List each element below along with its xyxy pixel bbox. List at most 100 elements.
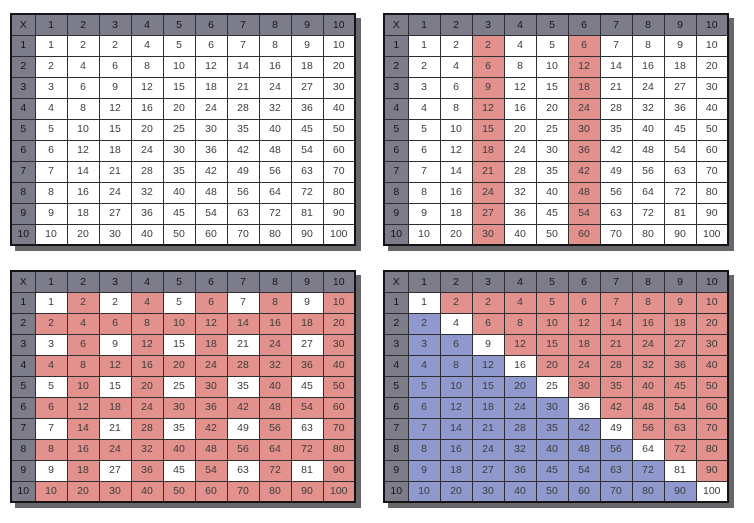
product-cell: 30 <box>98 480 132 503</box>
product-cell: 54 <box>194 459 228 482</box>
product-cell: 32 <box>631 97 665 120</box>
column-header: 4 <box>503 270 537 293</box>
product-cell: 24 <box>631 333 665 356</box>
product-cell: 35 <box>535 417 569 440</box>
product-cell: 63 <box>599 202 633 225</box>
product-cell: 56 <box>258 160 292 183</box>
product-cell: 64 <box>631 438 665 461</box>
product-cell: 30 <box>535 139 569 162</box>
product-cell: 24 <box>471 438 505 461</box>
product-cell: 40 <box>130 480 164 503</box>
product-cell: 35 <box>599 118 633 141</box>
product-cell: 48 <box>194 438 228 461</box>
product-cell: 54 <box>290 396 324 419</box>
product-cell: 40 <box>503 223 537 246</box>
row-header: 6 <box>10 396 36 419</box>
product-cell: 5 <box>162 291 196 314</box>
column-header: 1 <box>407 13 441 36</box>
product-cell: 36 <box>503 202 537 225</box>
product-cell: 8 <box>66 97 100 120</box>
product-cell: 27 <box>290 333 324 356</box>
product-cell: 40 <box>162 438 196 461</box>
column-header: 2 <box>439 270 473 293</box>
product-cell: 70 <box>599 480 633 503</box>
product-cell: 4 <box>407 354 441 377</box>
row-header: 5 <box>383 375 409 398</box>
product-cell: 35 <box>599 375 633 398</box>
product-cell: 5 <box>535 34 569 57</box>
row-header: 2 <box>383 55 409 78</box>
table-slot-bottom-right: X 1 2 3 4 5 6 7 8 9 10 1 1 2 2 4 5 6 7 8 9 10 2 2 4 6 8 10 12 14 16 18 2… <box>383 270 729 503</box>
product-cell: 16 <box>631 312 665 335</box>
row-header: 10 <box>10 223 36 246</box>
row-header: 1 <box>383 34 409 57</box>
column-header: 4 <box>503 13 537 36</box>
product-cell: 90 <box>322 202 356 225</box>
product-cell: 28 <box>599 97 633 120</box>
row-header: 4 <box>383 354 409 377</box>
product-cell: 9 <box>663 291 697 314</box>
product-cell: 81 <box>663 459 697 482</box>
row-header: 7 <box>383 160 409 183</box>
product-cell: 54 <box>663 139 697 162</box>
product-cell: 9 <box>471 333 505 356</box>
product-cell: 8 <box>130 55 164 78</box>
row-header: 3 <box>10 76 36 99</box>
product-cell: 15 <box>98 118 132 141</box>
product-cell: 14 <box>226 312 260 335</box>
product-cell: 48 <box>194 181 228 204</box>
product-cell: 60 <box>695 396 729 419</box>
product-cell: 24 <box>130 396 164 419</box>
product-cell: 24 <box>98 438 132 461</box>
product-cell: 6 <box>34 139 68 162</box>
product-cell: 50 <box>695 118 729 141</box>
product-cell: 7 <box>407 417 441 440</box>
product-cell: 100 <box>695 480 729 503</box>
product-cell: 24 <box>471 181 505 204</box>
row-header: 5 <box>10 375 36 398</box>
product-cell: 48 <box>631 139 665 162</box>
product-cell: 27 <box>471 202 505 225</box>
product-cell: 30 <box>194 375 228 398</box>
product-cell: 12 <box>439 139 473 162</box>
product-cell: 10 <box>535 55 569 78</box>
product-cell: 16 <box>503 97 537 120</box>
product-cell: 20 <box>130 118 164 141</box>
product-cell: 100 <box>695 223 729 246</box>
product-cell: 45 <box>663 375 697 398</box>
product-cell: 12 <box>471 354 505 377</box>
product-cell: 36 <box>663 97 697 120</box>
product-cell: 48 <box>631 396 665 419</box>
product-cell: 42 <box>599 396 633 419</box>
product-cell: 42 <box>194 417 228 440</box>
product-cell: 12 <box>567 55 601 78</box>
column-header: 8 <box>258 270 292 293</box>
product-cell: 32 <box>503 438 537 461</box>
product-cell: 30 <box>471 223 505 246</box>
product-cell: 7 <box>407 160 441 183</box>
row-header: 5 <box>10 118 36 141</box>
product-cell: 30 <box>194 118 228 141</box>
product-cell: 14 <box>439 417 473 440</box>
product-cell: 30 <box>535 396 569 419</box>
product-cell: 20 <box>162 97 196 120</box>
product-cell: 36 <box>503 459 537 482</box>
product-cell: 18 <box>290 55 324 78</box>
column-header: 3 <box>98 13 132 36</box>
product-cell: 72 <box>290 438 324 461</box>
row-header: 9 <box>383 202 409 225</box>
product-cell: 20 <box>162 354 196 377</box>
product-cell: 21 <box>98 417 132 440</box>
product-cell: 60 <box>567 480 601 503</box>
product-cell: 54 <box>194 202 228 225</box>
product-cell: 10 <box>407 480 441 503</box>
product-cell: 50 <box>162 223 196 246</box>
product-cell: 4 <box>34 97 68 120</box>
product-cell: 8 <box>258 291 292 314</box>
column-header: 10 <box>695 13 729 36</box>
column-header: 6 <box>567 13 601 36</box>
product-cell: 10 <box>162 312 196 335</box>
product-cell: 24 <box>503 139 537 162</box>
product-cell: 2 <box>439 34 473 57</box>
row-header: 3 <box>10 333 36 356</box>
